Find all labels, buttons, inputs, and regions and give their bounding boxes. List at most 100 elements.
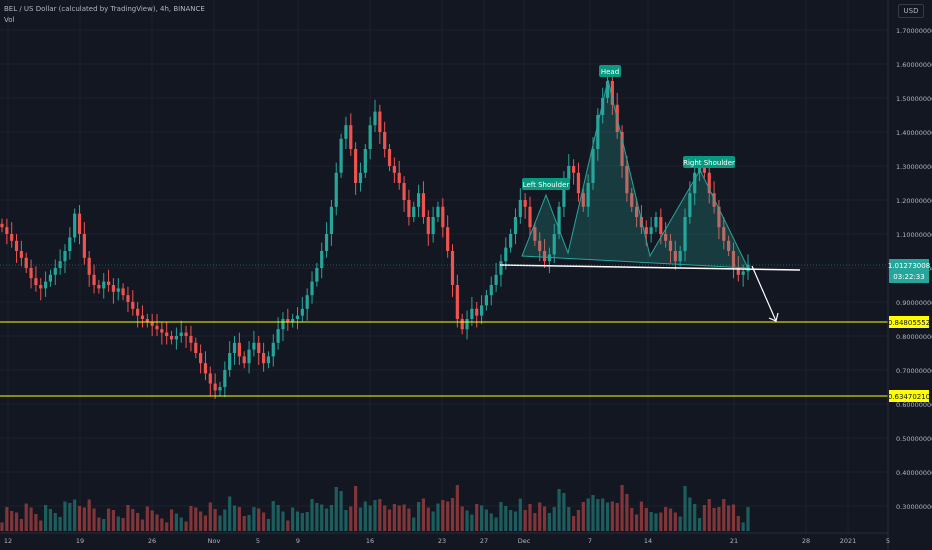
volume-bar [446, 501, 450, 531]
price-tick-label: 1.30000000 [896, 163, 932, 171]
candle-body [223, 370, 227, 387]
volume-bar [470, 514, 474, 531]
candle-body [678, 251, 682, 262]
price-tick-label: 0.60000000 [896, 401, 932, 409]
volume-bar [489, 513, 493, 531]
volume-bar [247, 515, 251, 531]
candle-body [683, 217, 687, 251]
candle-body [329, 206, 334, 234]
price-tick-label: 1.20000000 [896, 197, 932, 205]
candle-body [436, 206, 440, 217]
volume-bar [654, 513, 658, 531]
volume-bar [383, 505, 387, 531]
candle-body [73, 213, 77, 238]
volume-bar [625, 494, 629, 531]
symbol-title[interactable]: BEL / US Dollar (calculated by TradingVi… [4, 5, 205, 13]
svg-text:0.63470210: 0.63470210 [888, 393, 930, 401]
candle-body [605, 81, 610, 98]
candle-body [727, 240, 731, 251]
candle-body [228, 353, 232, 370]
candle-body [513, 217, 518, 234]
volume-label[interactable]: Vol [4, 16, 15, 24]
price-tick-label: 0.50000000 [896, 435, 932, 443]
candle-body [542, 251, 547, 262]
candle-body [261, 353, 266, 364]
volume-bar [586, 498, 590, 531]
volume-bar [436, 503, 440, 531]
left-shoulder-label[interactable]: Left Shoulder [522, 178, 570, 190]
svg-text:Head: Head [601, 68, 619, 76]
candle-body [252, 342, 256, 350]
volume-bar [63, 501, 67, 531]
volume-bar [184, 521, 188, 531]
neckline [499, 264, 801, 271]
price-tick-label: 0.80000000 [896, 333, 932, 341]
candle-body [102, 281, 106, 289]
date-tick-label: 23 [438, 537, 446, 545]
volume-bar [82, 507, 86, 531]
volume-bar [518, 498, 522, 531]
currency-button[interactable]: USD [898, 4, 924, 18]
candle-body [455, 285, 459, 319]
candle-body [659, 217, 663, 234]
volume-bar [155, 514, 159, 531]
volume-bar [228, 496, 232, 531]
candle-body [87, 257, 91, 275]
volume-bar [528, 504, 532, 531]
volume-bar [450, 498, 455, 531]
volume-bar [538, 502, 542, 531]
candle-body [446, 227, 450, 251]
volume-bar [199, 511, 203, 531]
candle-body [533, 227, 537, 241]
candle-body [523, 200, 527, 207]
candle-body [266, 356, 271, 364]
volume-bar [179, 517, 183, 531]
candle-body [368, 125, 372, 149]
volume-bar [10, 511, 14, 531]
volume-bar [252, 507, 256, 531]
head-label[interactable]: Head [599, 65, 621, 77]
volume-bar [630, 508, 634, 531]
candle-body [383, 132, 387, 149]
volume-bar [702, 505, 707, 531]
volume-bar [43, 505, 48, 531]
candle-body [106, 281, 111, 285]
volume-bar [194, 507, 198, 531]
candle-body [136, 308, 140, 316]
svg-text:Left Shoulder: Left Shoulder [523, 181, 570, 189]
candle-body [179, 332, 183, 336]
candle-body [412, 206, 416, 217]
svg-text:0.84805552: 0.84805552 [888, 319, 930, 327]
candle-body [53, 268, 57, 275]
volume-bar [24, 503, 28, 531]
candle-body [509, 234, 513, 248]
candle-body [68, 237, 72, 251]
candle-body [538, 240, 542, 251]
candle-body [349, 125, 353, 149]
right-shoulder-label[interactable]: Right Shoulder [683, 156, 735, 168]
volume-bar [707, 499, 711, 531]
candle-body [644, 227, 648, 234]
candle-body [320, 251, 324, 268]
volume-bar [174, 513, 178, 531]
candle-body [668, 240, 673, 251]
candle-body [82, 234, 86, 258]
candle-body [378, 111, 382, 132]
candle-body [688, 193, 692, 217]
price-tick-label: 0.70000000 [896, 367, 932, 375]
time-axis[interactable]: 12 19 26 Nov 5 9 16 23 27 Dec 7 14 21 28 2021 5 [4, 537, 890, 545]
volume-bar [601, 498, 605, 531]
candle-body [697, 166, 702, 173]
candle-body [97, 285, 101, 289]
candle-body [339, 138, 343, 173]
volume-bar [731, 504, 736, 531]
candle-body [208, 373, 212, 384]
volume-bar [34, 514, 38, 531]
volume-bar [402, 504, 406, 531]
volume-bar [567, 507, 571, 531]
volume-bar [310, 499, 314, 531]
candle-body [19, 251, 23, 258]
candle-body [465, 319, 469, 330]
